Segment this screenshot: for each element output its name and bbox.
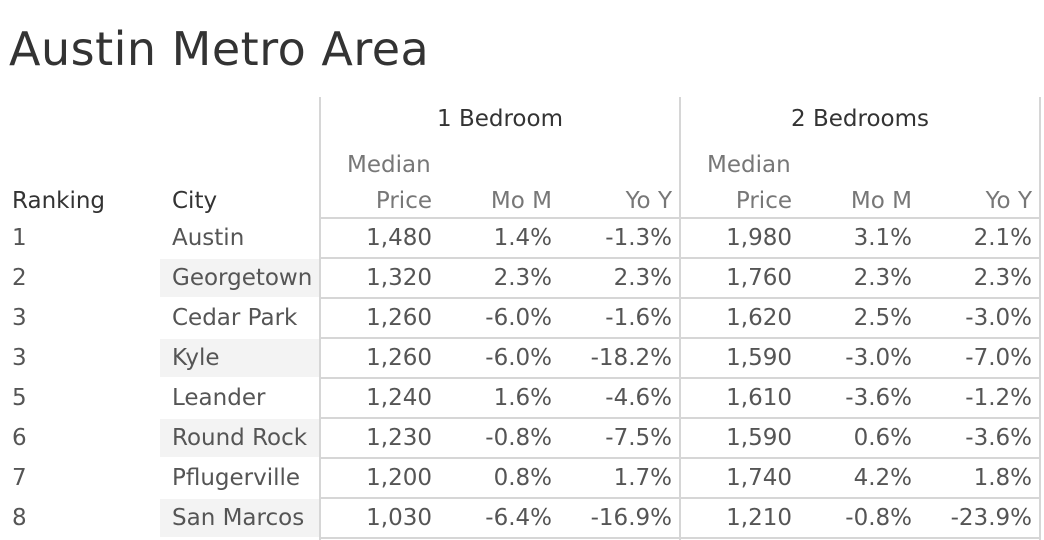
column-divider-3 bbox=[1039, 97, 1041, 540]
cell-b1-mom: 1.6% bbox=[493, 385, 552, 411]
header-b2-median-line1: Median bbox=[707, 152, 791, 178]
cell-b2-yoy: -23.9% bbox=[950, 505, 1032, 531]
cell-ranking: 2 bbox=[12, 265, 27, 291]
group-header-2-bedrooms: 2 Bedrooms bbox=[791, 106, 929, 132]
cell-b2-yoy: -1.2% bbox=[965, 385, 1032, 411]
row-divider bbox=[319, 337, 1041, 339]
cell-b1-mom: -6.4% bbox=[485, 505, 552, 531]
cell-b2-yoy: 1.8% bbox=[973, 465, 1032, 491]
cell-b1-yoy: 2.3% bbox=[613, 265, 672, 291]
cell-b1-yoy: -1.6% bbox=[605, 305, 672, 331]
header-b1-median-line1: Median bbox=[347, 152, 431, 178]
cell-ranking: 3 bbox=[12, 345, 27, 371]
cell-b1-price: 1,260 bbox=[366, 345, 432, 371]
row-divider bbox=[319, 417, 1041, 419]
cell-b2-price: 1,740 bbox=[726, 465, 792, 491]
header-b2-mom: Mo M bbox=[850, 188, 912, 214]
cell-b1-mom: -6.0% bbox=[485, 305, 552, 331]
cell-b1-yoy: -18.2% bbox=[590, 345, 672, 371]
header-b1-mom: Mo M bbox=[490, 188, 552, 214]
cell-b2-price: 1,620 bbox=[726, 305, 792, 331]
cell-city: Georgetown bbox=[172, 265, 313, 291]
cell-b2-mom: 2.5% bbox=[853, 305, 912, 331]
cell-b1-price: 1,030 bbox=[366, 505, 432, 531]
cell-b1-price: 1,240 bbox=[366, 385, 432, 411]
row-divider bbox=[319, 457, 1041, 459]
row-band bbox=[160, 259, 319, 297]
cell-b1-yoy: -7.5% bbox=[605, 425, 672, 451]
cell-b2-price: 1,610 bbox=[726, 385, 792, 411]
cell-b1-price: 1,200 bbox=[366, 465, 432, 491]
row-band bbox=[160, 499, 319, 537]
cell-b2-mom: 0.6% bbox=[853, 425, 912, 451]
row-divider bbox=[319, 297, 1041, 299]
header-b1-median-line2: Price bbox=[375, 188, 432, 214]
column-divider-2 bbox=[679, 97, 681, 540]
cell-b2-yoy: -3.6% bbox=[965, 425, 1032, 451]
cell-b1-mom: 1.4% bbox=[493, 225, 552, 251]
cell-ranking: 7 bbox=[12, 465, 27, 491]
cell-city: Austin bbox=[172, 225, 245, 251]
header-b2-median-line2: Price bbox=[735, 188, 792, 214]
cell-b2-mom: -3.0% bbox=[845, 345, 912, 371]
cell-b2-price: 1,980 bbox=[726, 225, 792, 251]
row-divider bbox=[319, 497, 1041, 499]
cell-city: Cedar Park bbox=[172, 305, 298, 331]
cell-b2-price: 1,590 bbox=[726, 345, 792, 371]
cell-city: Round Rock bbox=[172, 425, 308, 451]
cell-b1-price: 1,320 bbox=[366, 265, 432, 291]
row-divider bbox=[319, 257, 1041, 259]
cell-b1-mom: 0.8% bbox=[493, 465, 552, 491]
cell-city: Pflugerville bbox=[172, 465, 301, 491]
column-divider-1 bbox=[319, 97, 321, 540]
header-ranking: Ranking bbox=[12, 188, 106, 214]
header-b2-yoy: Yo Y bbox=[985, 188, 1032, 214]
header-city: City bbox=[172, 188, 218, 214]
cell-b2-mom: -3.6% bbox=[845, 385, 912, 411]
cell-b1-price: 1,230 bbox=[366, 425, 432, 451]
cell-b2-mom: 2.3% bbox=[853, 265, 912, 291]
row-band bbox=[160, 339, 319, 377]
cell-b2-yoy: 2.1% bbox=[973, 225, 1032, 251]
cell-b2-yoy: 2.3% bbox=[973, 265, 1032, 291]
header-b1-yoy: Yo Y bbox=[625, 188, 672, 214]
cell-ranking: 5 bbox=[12, 385, 27, 411]
cell-b2-mom: -0.8% bbox=[845, 505, 912, 531]
cell-b1-yoy: -1.3% bbox=[605, 225, 672, 251]
cell-b2-yoy: -7.0% bbox=[965, 345, 1032, 371]
cell-b1-yoy: 1.7% bbox=[613, 465, 672, 491]
cell-ranking: 1 bbox=[12, 225, 27, 251]
cell-city: San Marcos bbox=[172, 505, 305, 531]
cell-ranking: 3 bbox=[12, 305, 27, 331]
row-divider bbox=[319, 537, 1041, 539]
cell-city: Leander bbox=[172, 385, 266, 411]
cell-ranking: 6 bbox=[12, 425, 27, 451]
page-title: Austin Metro Area bbox=[9, 22, 430, 76]
cell-b1-price: 1,480 bbox=[366, 225, 432, 251]
cell-b1-mom: -0.8% bbox=[485, 425, 552, 451]
header-underline bbox=[319, 217, 1041, 219]
group-header-1-bedroom: 1 Bedroom bbox=[437, 106, 563, 132]
cell-b1-price: 1,260 bbox=[366, 305, 432, 331]
cell-b1-mom: -6.0% bbox=[485, 345, 552, 371]
cell-b1-yoy: -16.9% bbox=[590, 505, 672, 531]
cell-b1-yoy: -4.6% bbox=[605, 385, 672, 411]
cell-b1-mom: 2.3% bbox=[493, 265, 552, 291]
cell-b2-price: 1,760 bbox=[726, 265, 792, 291]
cell-b2-price: 1,210 bbox=[726, 505, 792, 531]
cell-b2-price: 1,590 bbox=[726, 425, 792, 451]
row-divider bbox=[319, 377, 1041, 379]
cell-b2-mom: 4.2% bbox=[853, 465, 912, 491]
row-band bbox=[160, 419, 319, 457]
cell-city: Kyle bbox=[172, 345, 220, 371]
cell-b2-mom: 3.1% bbox=[853, 225, 912, 251]
cell-ranking: 8 bbox=[12, 505, 27, 531]
cell-b2-yoy: -3.0% bbox=[965, 305, 1032, 331]
